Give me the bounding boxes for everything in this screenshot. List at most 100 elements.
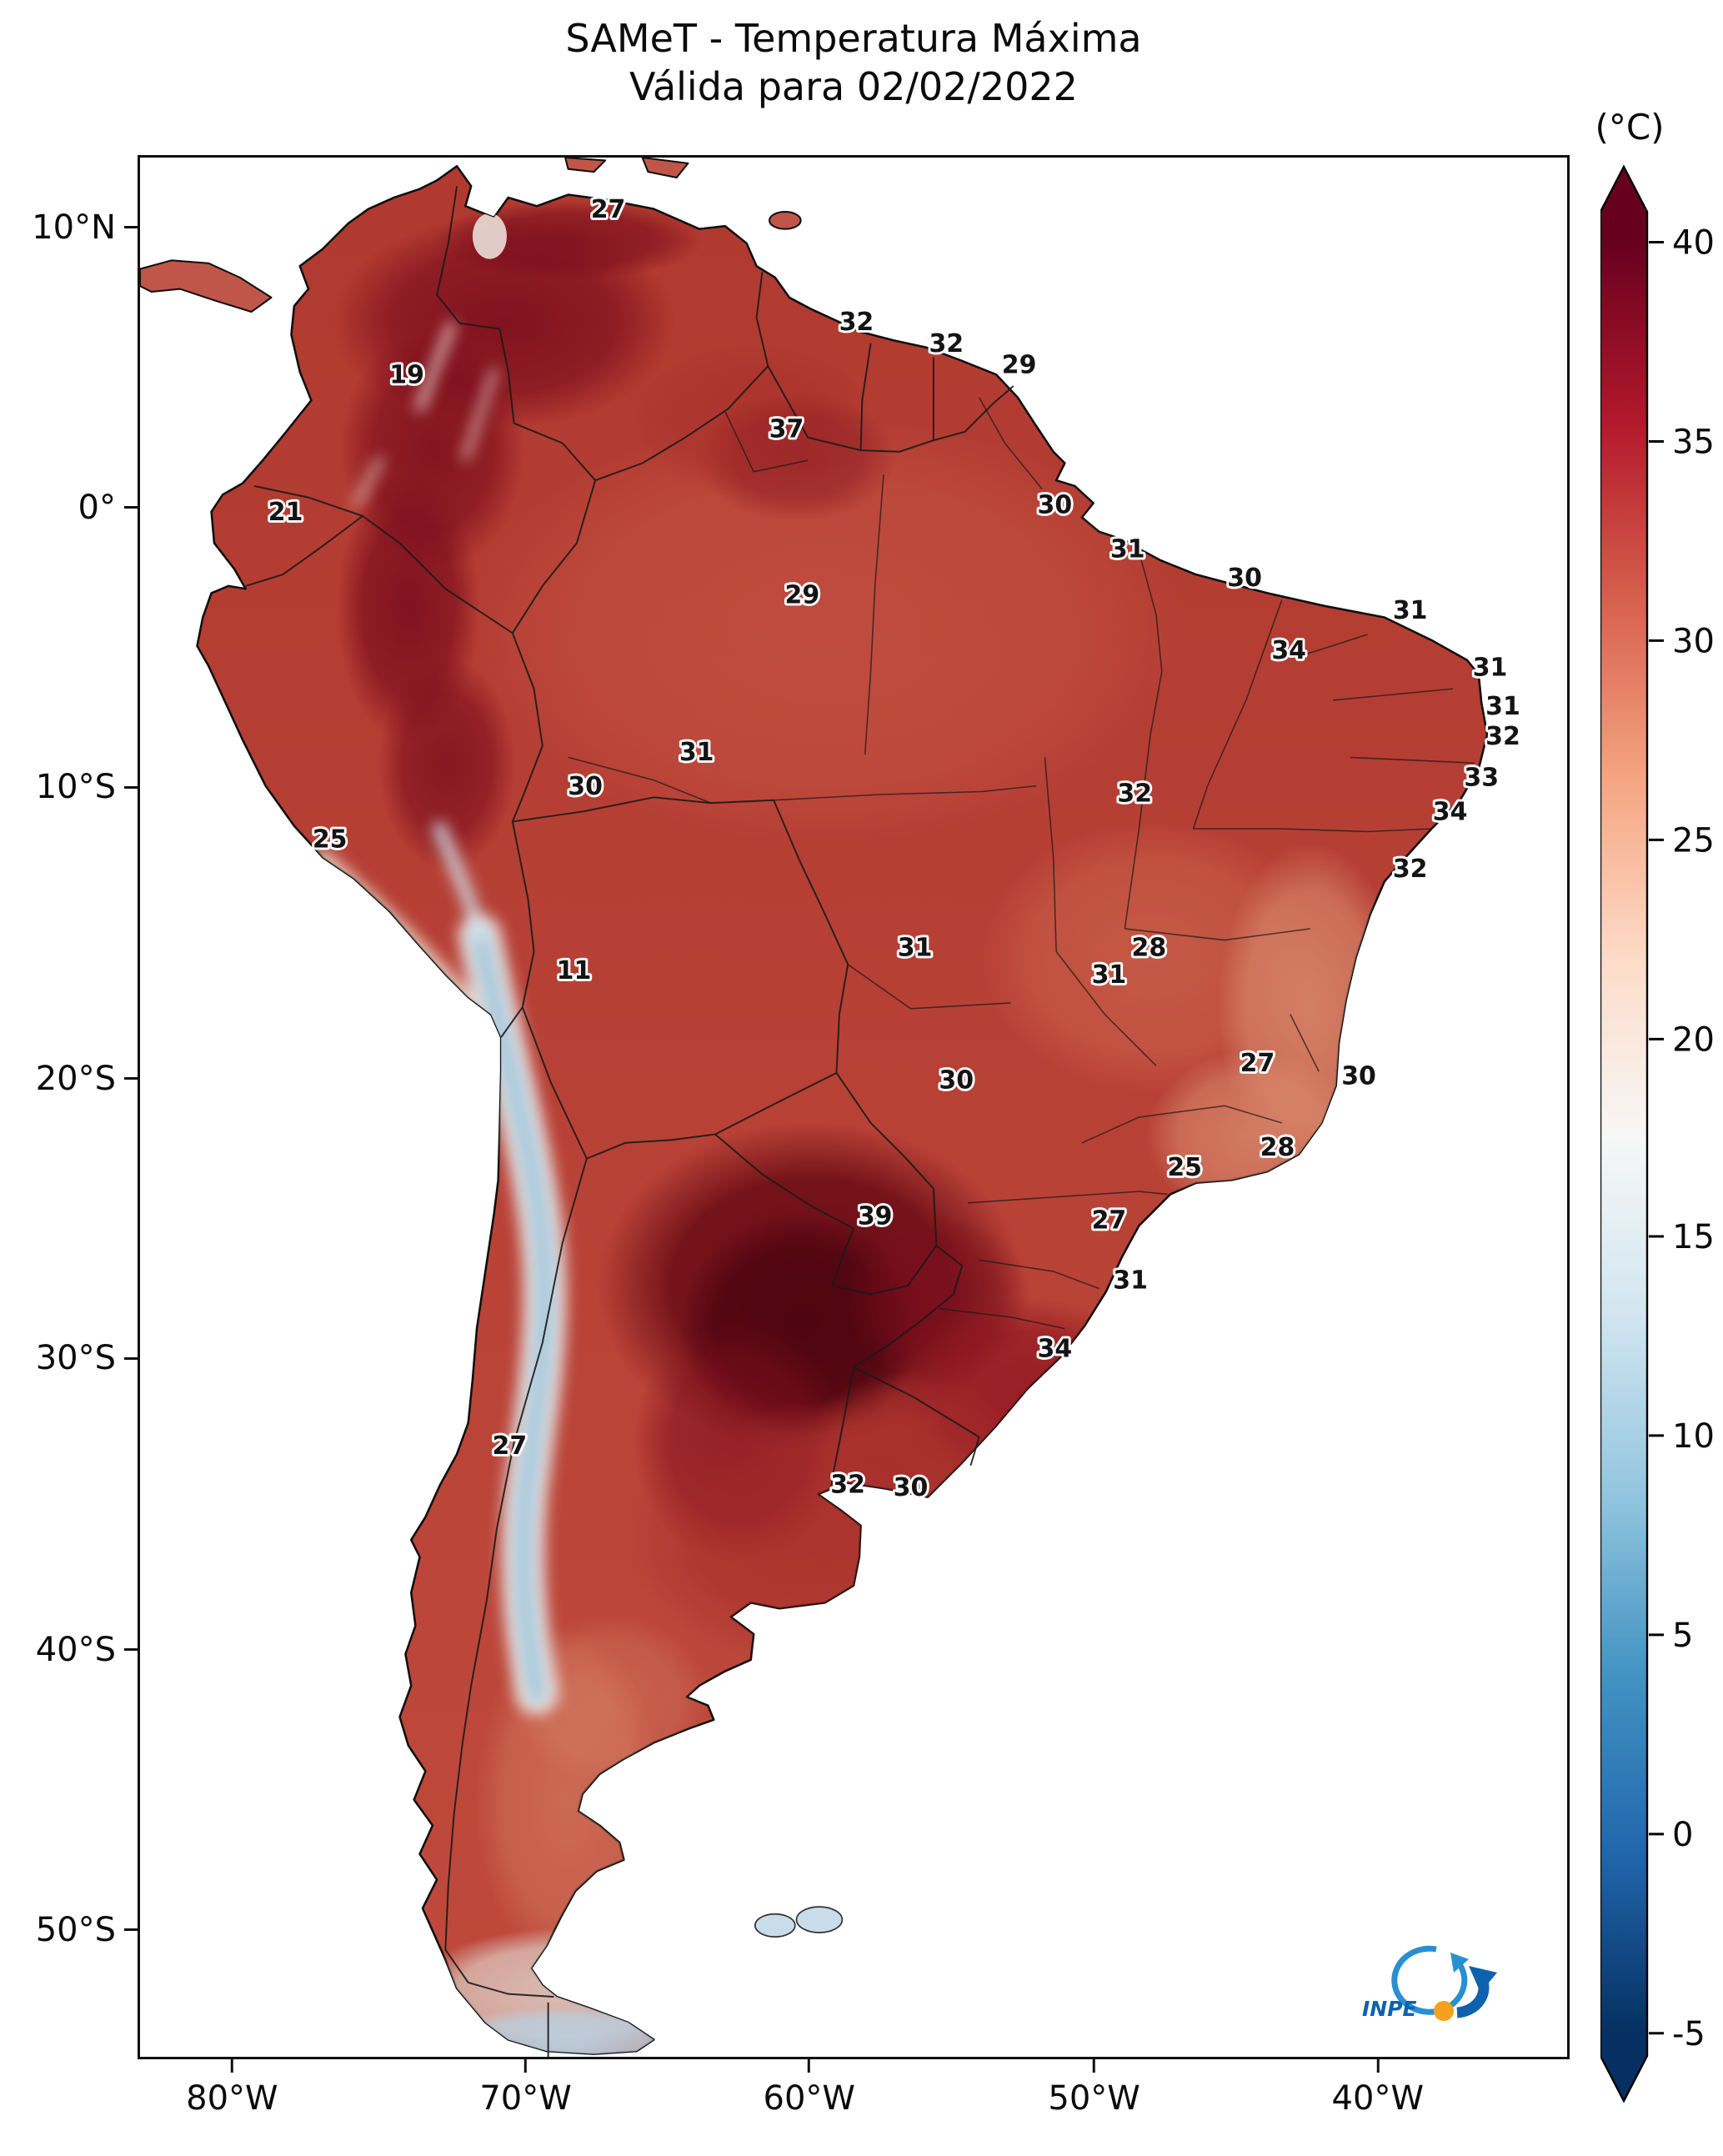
colorbar-tick-label: 30: [1672, 622, 1715, 660]
temp-label: 30: [1341, 1062, 1376, 1091]
colorbar-tick-label: 5: [1672, 1617, 1693, 1655]
y-tick: 10°N: [32, 208, 138, 247]
x-tick-label: 60°W: [763, 2079, 855, 2118]
colorbar-unit-label: (°C): [1595, 107, 1665, 148]
y-tick: 20°S: [36, 1060, 138, 1098]
x-tick-mark: [808, 2059, 811, 2073]
temp-label: 34: [1433, 798, 1468, 827]
map-plot-area: 27 32 32 29 19 37 30 21 31 30 29 31 34 31 31 32 31 33 30 32…: [138, 155, 1570, 2059]
inpe-swirl-arrowhead: [1450, 1953, 1469, 1973]
colorbar-tick-label: 10: [1672, 1417, 1715, 1456]
y-tick-label: 50°S: [35, 1910, 116, 1949]
temp-label: 32: [1117, 779, 1152, 808]
temp-label: 30: [894, 1473, 929, 1502]
temp-label: 28: [1260, 1133, 1295, 1162]
x-tick: 70°W: [479, 2059, 572, 2118]
x-tick-label: 70°W: [479, 2079, 572, 2118]
temp-label: 39: [858, 1201, 893, 1231]
colorbar-tick-label: 20: [1672, 1020, 1715, 1059]
y-tick-mark: [124, 1928, 138, 1932]
x-tick-label: 50°W: [1048, 2079, 1140, 2118]
temp-label: 30: [568, 772, 603, 801]
temp-label: 31: [679, 738, 714, 767]
temp-label: 32: [1393, 855, 1428, 884]
y-tick: 40°S: [36, 1631, 138, 1669]
x-tick-label: 80°W: [186, 2079, 278, 2118]
trinidad-island: [768, 211, 802, 230]
y-tick-mark: [124, 226, 138, 229]
country-borders: [245, 186, 1014, 2057]
temp-label: 32: [830, 1470, 865, 1499]
x-tick: 50°W: [1048, 2059, 1140, 2118]
temp-label: 31: [1110, 535, 1145, 564]
temp-label: 28: [1132, 933, 1167, 962]
caribbean-islands: [564, 158, 689, 179]
temp-label: 33: [1464, 764, 1499, 793]
temp-label: 19: [389, 361, 424, 390]
temperature-shading: [313, 200, 1404, 2054]
y-tick-label: 20°S: [35, 1059, 116, 1098]
y-tick-mark: [124, 785, 138, 789]
colorbar-tick-label: 0: [1672, 1816, 1693, 1854]
x-tick-mark: [524, 2059, 528, 2073]
y-tick: 10°S: [36, 768, 138, 806]
panama-landmass: [140, 259, 273, 313]
temp-label: 27: [1240, 1049, 1275, 1078]
temp-label: 27: [591, 195, 626, 224]
temp-label: 25: [1167, 1153, 1202, 1182]
temp-label: 30: [1038, 490, 1073, 519]
y-tick-mark: [124, 506, 138, 509]
y-tick-mark: [124, 1648, 138, 1652]
colorbar-tick-label: -5: [1672, 2015, 1705, 2053]
temp-label: 29: [785, 580, 820, 609]
y-tick-label: 40°S: [35, 1630, 116, 1669]
temp-label: 31: [1473, 654, 1508, 683]
temp-label: 30: [939, 1066, 974, 1096]
x-tick-mark: [1093, 2059, 1096, 2073]
inpe-orange-dot: [1434, 2001, 1454, 2021]
y-axis: 10°N 0° 10°S 20°S 30°S 40°S 50°S: [0, 155, 138, 2059]
y-tick-label: 10°S: [35, 768, 116, 807]
y-tick-mark: [124, 1356, 138, 1360]
colorbar-ticks: 40 35 30 25 20 15 10 5 0 -5: [1649, 223, 1715, 2053]
temp-label: 32: [839, 308, 874, 337]
y-tick-label: 10°N: [32, 208, 116, 247]
temp-label: 25: [313, 825, 348, 854]
temp-label: 31: [1092, 960, 1127, 990]
temp-label: 32: [929, 329, 964, 358]
temp-label: 31: [1485, 692, 1520, 721]
colorbar: 40 35 30 25 20 15 10 5 0 -5: [1599, 163, 1723, 2109]
temp-label: 29: [1002, 351, 1037, 380]
x-tick-mark: [1376, 2059, 1380, 2073]
temp-label: 31: [1393, 596, 1428, 625]
temp-label: 30: [1227, 564, 1262, 593]
inpe-swirl-orbit: [1391, 1945, 1468, 2015]
temp-label: 34: [1271, 636, 1306, 665]
inpe-logo: INPE: [1357, 1936, 1507, 2044]
temp-label: 32: [1485, 722, 1520, 751]
colorbar-bar: [1599, 164, 1649, 2103]
temp-label: 34: [1038, 1335, 1073, 1364]
state-borders: [568, 397, 1475, 1330]
y-tick-label: 0°: [78, 488, 116, 527]
lake-maracaibo: [472, 213, 507, 259]
x-tick: 40°W: [1332, 2059, 1424, 2118]
colorbar-tick-label: 25: [1672, 821, 1715, 860]
title-line-2: Válida para 02/02/2022: [629, 63, 1078, 109]
y-tick: 0°: [78, 489, 138, 527]
chart-title: SAMeT - Temperatura Máxima Válida para 0…: [138, 15, 1570, 111]
colorbar-svg: 40 35 30 25 20 15 10 5 0 -5: [1599, 164, 1715, 2103]
temp-label: 31: [898, 933, 933, 962]
inpe-logo-svg: INPE: [1362, 1945, 1497, 2021]
temp-label: 27: [1092, 1206, 1127, 1236]
colorbar-tick-label: 15: [1672, 1218, 1715, 1256]
temp-label: 21: [268, 498, 303, 527]
temp-label: 27: [493, 1431, 528, 1461]
colorbar-tick-label: 40: [1672, 223, 1715, 262]
y-tick-mark: [124, 1077, 138, 1081]
inpe-big-arrowhead: [1469, 1966, 1497, 1993]
temp-label: 11: [557, 956, 592, 985]
x-axis: 80°W 70°W 60°W 50°W 40°W: [138, 2059, 1570, 2143]
